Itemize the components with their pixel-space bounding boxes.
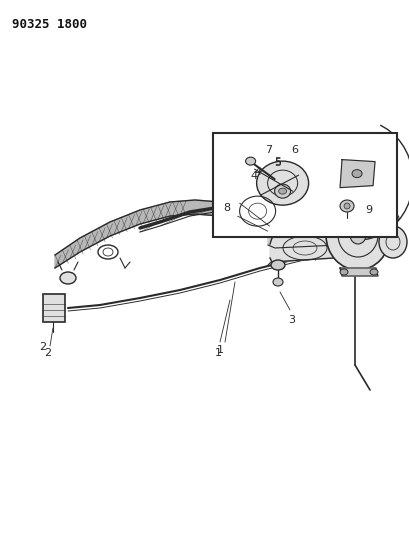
Ellipse shape — [260, 172, 270, 180]
Ellipse shape — [317, 159, 333, 171]
Text: 1: 1 — [216, 345, 223, 355]
Ellipse shape — [325, 144, 335, 152]
Ellipse shape — [340, 269, 348, 275]
Polygon shape — [110, 210, 140, 236]
Polygon shape — [340, 159, 375, 188]
Ellipse shape — [372, 246, 380, 256]
Text: 6: 6 — [291, 146, 298, 155]
Polygon shape — [340, 268, 378, 276]
Text: 4: 4 — [254, 167, 262, 177]
Ellipse shape — [387, 214, 399, 222]
Polygon shape — [220, 202, 245, 222]
Ellipse shape — [256, 143, 360, 227]
Ellipse shape — [256, 161, 309, 205]
Text: 3: 3 — [288, 315, 295, 325]
Text: 90325 1800: 90325 1800 — [12, 18, 87, 31]
Polygon shape — [270, 234, 338, 262]
Ellipse shape — [340, 200, 354, 212]
Polygon shape — [55, 238, 80, 268]
Ellipse shape — [326, 200, 390, 270]
Ellipse shape — [379, 226, 407, 258]
Ellipse shape — [350, 210, 366, 220]
Text: 5: 5 — [274, 157, 281, 167]
Text: 9: 9 — [366, 205, 373, 215]
Ellipse shape — [274, 184, 291, 198]
Text: 5: 5 — [274, 158, 281, 168]
Polygon shape — [80, 222, 110, 252]
Polygon shape — [265, 218, 278, 242]
Text: 8: 8 — [223, 203, 230, 213]
Ellipse shape — [348, 192, 368, 208]
Text: 7: 7 — [265, 146, 272, 155]
Text: 1: 1 — [214, 348, 222, 358]
Ellipse shape — [290, 171, 326, 199]
Text: 2: 2 — [39, 342, 47, 352]
Polygon shape — [262, 200, 344, 235]
Polygon shape — [140, 202, 170, 224]
Ellipse shape — [350, 226, 366, 244]
Polygon shape — [245, 208, 265, 232]
Ellipse shape — [279, 188, 287, 194]
Polygon shape — [268, 220, 342, 248]
Polygon shape — [195, 200, 220, 216]
Ellipse shape — [271, 260, 285, 270]
Polygon shape — [170, 200, 195, 216]
Text: 4: 4 — [250, 171, 258, 181]
Ellipse shape — [273, 278, 283, 286]
Bar — [213, 133, 397, 237]
Text: 2: 2 — [45, 348, 52, 358]
Ellipse shape — [344, 203, 350, 209]
Ellipse shape — [278, 164, 286, 172]
Ellipse shape — [370, 269, 378, 275]
Ellipse shape — [246, 157, 256, 165]
Ellipse shape — [60, 272, 76, 284]
FancyBboxPatch shape — [43, 294, 65, 322]
Ellipse shape — [352, 169, 362, 177]
